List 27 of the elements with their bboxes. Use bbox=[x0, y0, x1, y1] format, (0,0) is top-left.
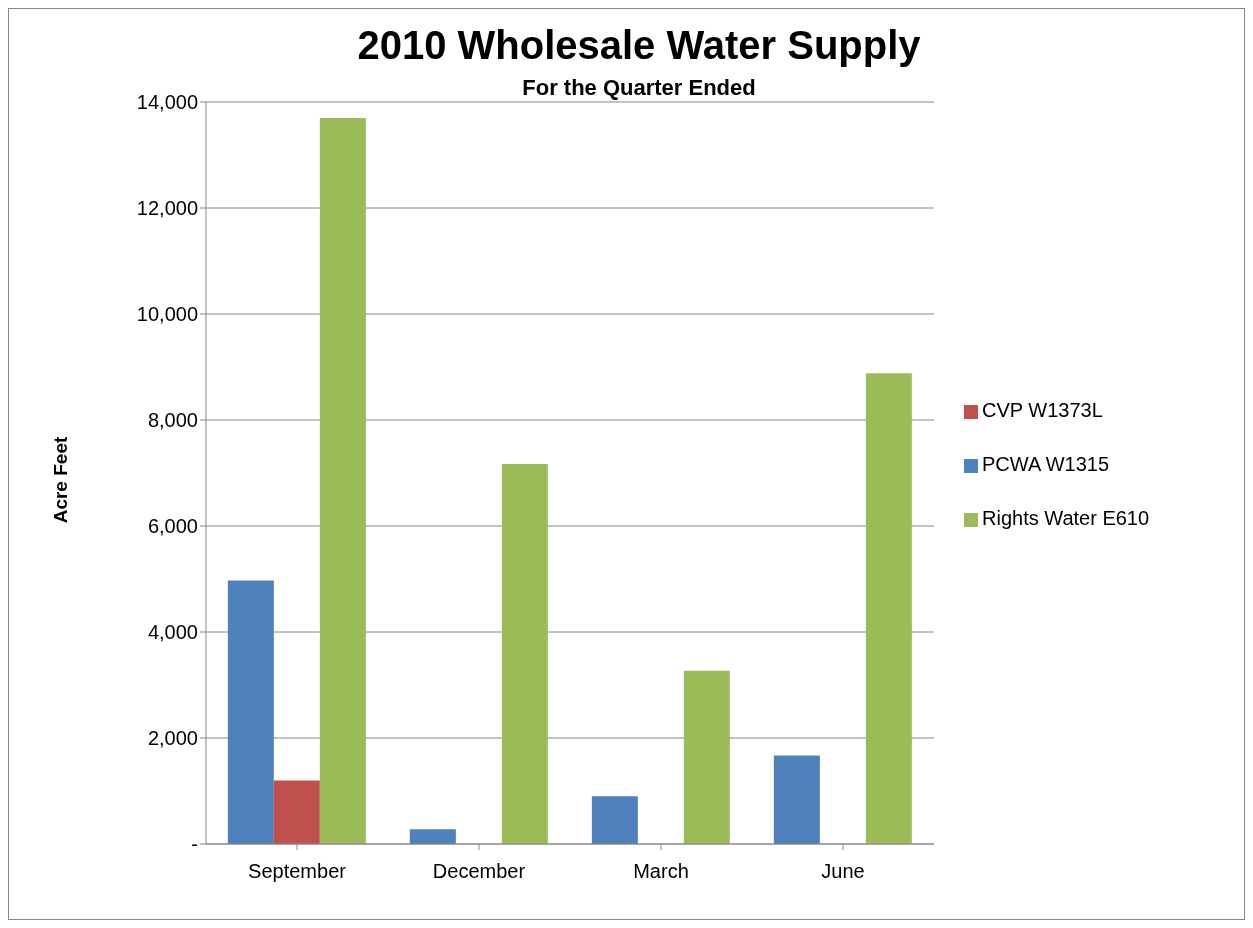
bar bbox=[227, 580, 274, 844]
y-tick-label: 10,000 bbox=[136, 303, 198, 326]
bar bbox=[865, 373, 912, 844]
bar bbox=[501, 463, 548, 844]
x-tick-label: September bbox=[248, 860, 347, 883]
bar bbox=[591, 796, 638, 844]
x-tick-label: December bbox=[432, 860, 526, 883]
x-tick-label: March bbox=[633, 860, 689, 883]
bar bbox=[319, 117, 366, 844]
chart-title: 2010 Wholesale Water Supply bbox=[356, 23, 922, 68]
y-tick-label: 14,000 bbox=[136, 91, 198, 114]
bar bbox=[409, 829, 456, 844]
bar bbox=[773, 755, 820, 844]
y-tick-label: 6,000 bbox=[147, 515, 198, 538]
y-tick-label: 4,000 bbox=[147, 621, 198, 644]
bar bbox=[273, 780, 320, 844]
x-tick-label: June bbox=[821, 860, 865, 883]
y-tick-label: - bbox=[191, 833, 198, 856]
bar bbox=[683, 670, 730, 844]
y-tick-label: 8,000 bbox=[147, 409, 198, 432]
legend-label: Rights Water E610 bbox=[982, 507, 1150, 529]
y-tick-label: 12,000 bbox=[136, 197, 198, 220]
chart-subtitle: For the Quarter Ended bbox=[522, 75, 756, 100]
legend-label: PCWA W1315 bbox=[982, 453, 1110, 475]
legend-label: CVP W1373L bbox=[982, 399, 1103, 421]
y-tick-label: 2,000 bbox=[147, 727, 198, 750]
y-axis-title: Acre Feet bbox=[50, 435, 72, 526]
